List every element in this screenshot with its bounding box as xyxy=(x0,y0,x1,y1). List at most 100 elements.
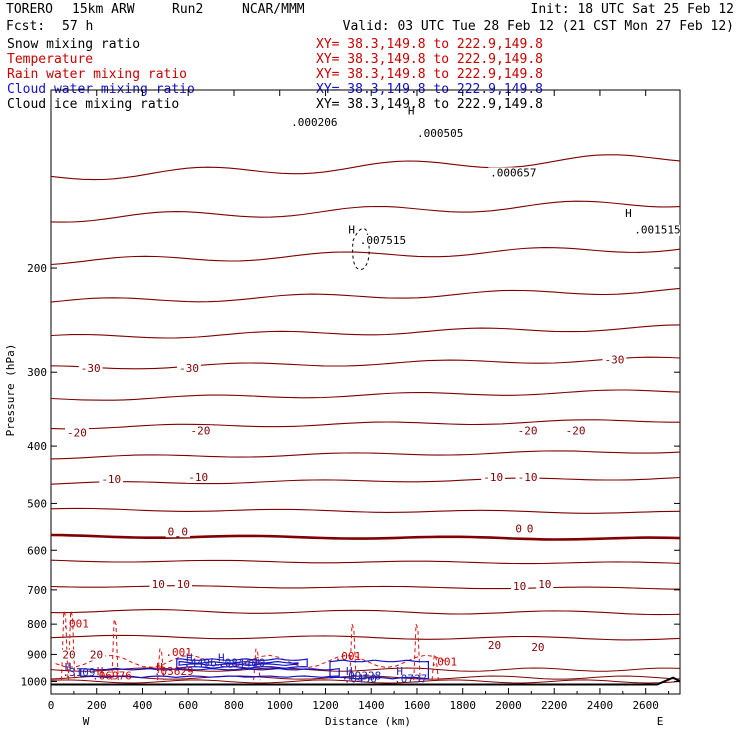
x-tick-label: 2600 xyxy=(632,699,659,712)
isotherm-line xyxy=(51,507,680,514)
x-tick-label: 1200 xyxy=(312,699,339,712)
snow-label: .001515 xyxy=(634,224,680,237)
isotherm-label-bg xyxy=(188,425,213,437)
isotherm-label-bg xyxy=(165,526,177,538)
isotherm-line xyxy=(51,324,680,339)
isotherm-label-bg xyxy=(529,641,547,653)
rain-label: .03629 xyxy=(154,665,194,678)
high-marker: H xyxy=(625,207,632,220)
isotherm-line xyxy=(51,476,680,485)
isotherm-label: 10 xyxy=(152,578,165,591)
x-tick-label: 1000 xyxy=(266,699,293,712)
org-label: NCAR/MMM xyxy=(242,2,305,17)
y-tick-label: 1000 xyxy=(21,675,48,688)
cloud-water-label: .0450 xyxy=(344,673,377,686)
snow-label: .000657 xyxy=(490,166,536,179)
rain-contour xyxy=(61,610,69,681)
isotherm-label: 10 xyxy=(513,580,526,593)
legend-entry: Cloud ice mixing ratio xyxy=(7,97,179,112)
isotherm-line xyxy=(51,200,680,223)
snow-label-bg xyxy=(488,167,539,179)
model-config: 15km ARW xyxy=(72,2,135,17)
isotherm-label-bg xyxy=(78,363,103,375)
west-label: W xyxy=(83,715,90,728)
isotherm-label-bg xyxy=(179,526,190,538)
cloud-water-label: .09328 xyxy=(341,669,381,682)
isotherm-label: -30 xyxy=(81,362,101,375)
x-tick-label: 1800 xyxy=(449,699,476,712)
y-tick-label: 500 xyxy=(27,497,47,510)
snow-label-bg xyxy=(357,234,408,246)
x-tick-label: 2400 xyxy=(587,699,614,712)
snow-label-bg xyxy=(414,127,466,139)
y-tick-label: 900 xyxy=(27,648,47,661)
axes: 0 200 400 600 800 1000 1200 1400 1600 1800 2000 220… xyxy=(21,90,680,712)
isotherm-label: 20 xyxy=(488,639,501,652)
isotherm-label: -10 xyxy=(101,473,121,486)
isotherm-label-bg xyxy=(174,579,192,591)
y-tick-label: 400 xyxy=(27,440,47,453)
isotherm-label: -10 xyxy=(518,471,538,484)
x-tick-label: 2000 xyxy=(495,699,522,712)
snow-label: .007515 xyxy=(360,234,406,247)
isotherm-label-bg xyxy=(602,354,627,366)
high-marker: H xyxy=(408,104,415,117)
legend-xy: XY= 38.3,149.8 to 222.9,149.8 xyxy=(316,97,543,112)
isotherm-label: 0 xyxy=(168,525,175,538)
isotherm-label-bg xyxy=(65,427,89,439)
x-tick-label: 2200 xyxy=(541,699,568,712)
x-tick-label: 1400 xyxy=(358,699,385,712)
y-tick-label: 700 xyxy=(27,584,47,597)
snow-label: .000505 xyxy=(417,127,463,140)
x-tick-label: 1600 xyxy=(404,699,431,712)
isotherm-line xyxy=(51,389,680,401)
rain-label: .001 xyxy=(62,617,89,630)
rain-label: .001 xyxy=(335,650,362,663)
isotherm-label: 10 xyxy=(538,578,551,591)
isotherm-label: -20 xyxy=(566,424,586,437)
fcst-value: 57 h xyxy=(62,19,93,34)
rain-contour xyxy=(67,610,76,681)
cloud-water-contour xyxy=(80,667,340,679)
isotherm-line xyxy=(51,533,680,541)
high-marker: H xyxy=(218,651,225,664)
cloud-water-contour xyxy=(178,660,299,666)
isotherm-label: -10 xyxy=(483,471,503,484)
boundary-contour xyxy=(51,679,680,684)
isotherm-label-bg xyxy=(60,649,78,661)
boundary-contour xyxy=(51,675,680,680)
terrain-line xyxy=(51,676,680,686)
isotherm-label-bg xyxy=(177,363,201,375)
high-marker: H xyxy=(346,665,353,678)
high-marker: H xyxy=(186,651,193,664)
legend-entry: Snow mixing ratio xyxy=(7,37,140,52)
legend-xy: XY= 38.3,149.8 to 222.9,149.8 xyxy=(316,52,543,67)
init-time: Init: 18 UTC Sat 25 Feb 12 xyxy=(531,2,735,17)
isotherm-label: -30 xyxy=(605,353,625,366)
isotherm-line xyxy=(51,585,680,590)
isotherm-label: 0 xyxy=(515,523,522,536)
isotherm-label-bg xyxy=(515,471,540,483)
isotherm-label-bg xyxy=(524,523,536,535)
isotherm-label-bg xyxy=(99,474,124,486)
legend-entry: Rain water mixing ratio xyxy=(7,67,187,82)
rain-contour xyxy=(157,648,165,681)
high-marker: H xyxy=(97,665,104,678)
isotherm-label: -20 xyxy=(518,424,538,437)
y-tick-label: 600 xyxy=(27,544,47,557)
isotherm-line xyxy=(51,419,680,430)
isotherm-line xyxy=(51,450,680,460)
isotherm-label: 20 xyxy=(62,649,75,662)
isotherm-label: 10 xyxy=(177,578,190,591)
high-marker: H xyxy=(65,661,72,674)
isotherm-label-bg xyxy=(515,425,540,437)
isotherm-label: -30 xyxy=(179,362,199,375)
high-marker: H xyxy=(156,661,163,674)
isotherm-label-bg xyxy=(511,580,529,592)
rain-contour xyxy=(413,623,421,681)
isotherm-label-bg xyxy=(87,649,106,661)
snow-contour xyxy=(352,228,370,270)
fcst-label: Fcst: xyxy=(6,19,45,34)
plot-area: -30 -30-30-20 -20 -20 -20-10 -10 -10 -100 0 0 010 1… xyxy=(51,104,680,686)
